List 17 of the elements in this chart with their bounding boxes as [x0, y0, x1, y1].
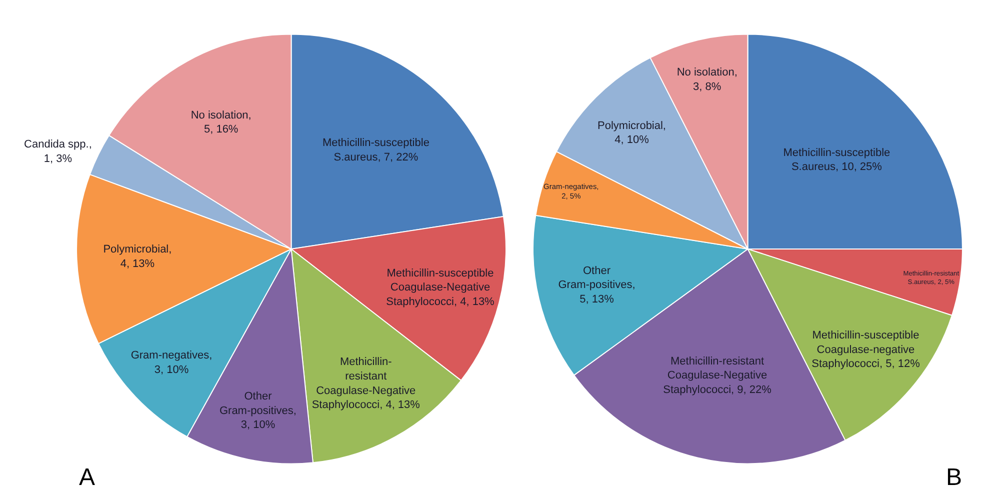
slice-label: No isolation, 3, 8%: [676, 66, 738, 93]
slice-label: Methicillin-susceptible S.aureus, 10, 25%: [783, 146, 890, 174]
slice-label: Polymicrobial, 4, 13%: [103, 244, 172, 270]
slice-label: Candida spp., 1, 3%: [24, 138, 92, 166]
slice-label: Gram-negatives, 3, 10%: [130, 350, 212, 376]
slice-label: Polymicrobial, 4, 10%: [598, 120, 666, 146]
slice-label: Methicillin-susceptible S.aureus, 7, 22%: [322, 137, 430, 164]
slice-label: Other Gram-positives, 3, 10%: [219, 390, 296, 432]
text: B: [946, 464, 962, 491]
text: A: [79, 464, 96, 491]
slice-label: Methicillin-resistant Coagulase-Negative Staphylococci, 9, 22%: [663, 355, 772, 396]
slice-label: Methicillin-susceptible Coagulase-Negative Staphylococci, 4, 13%: [386, 267, 495, 308]
slice-label: No isolation, 5, 16%: [190, 109, 252, 136]
slice-label: Methicillin-susceptible Coagulase-negative Staphylococci, 5, 12%: [812, 330, 920, 370]
slice-label: Methicillin- resistant Coagulase-Negative Staphylococci, 4, 13%: [312, 356, 420, 412]
slice-label: Gram-negatives, 2, 5%: [544, 182, 599, 201]
slice-label: Other Gram-positives, 5, 13%: [558, 264, 636, 306]
